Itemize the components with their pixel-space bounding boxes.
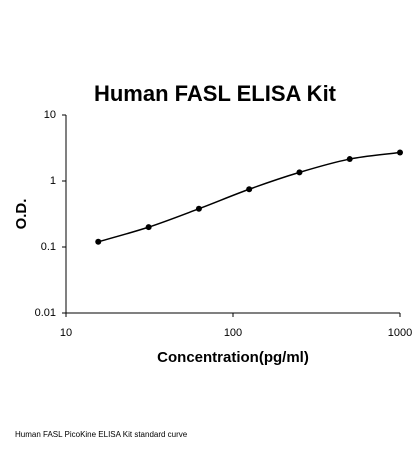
data-point [145,224,152,231]
data-point [346,156,353,163]
fit-curve [98,151,401,243]
y-tick-label: 0.01 [35,307,56,319]
caption: Human FASL PicoKine ELISA Kit standard c… [15,430,188,439]
data-point [296,169,303,176]
x-axis-label: Concentration(pg/ml) [157,349,309,366]
x-tick-label: 100 [224,327,242,339]
chart-title: Human FASL ELISA Kit [94,81,337,106]
data-point [195,205,202,212]
y-axis-label: O.D. [13,199,30,230]
x-tick-label: 1000 [388,327,412,339]
data-point [95,238,102,245]
y-tick-label: 1 [50,175,56,187]
y-tick-label: 0.1 [41,241,56,253]
data-point [246,186,253,193]
x-tick-label: 10 [60,327,72,339]
y-tick-label: 10 [44,109,56,121]
data-point [397,149,403,156]
